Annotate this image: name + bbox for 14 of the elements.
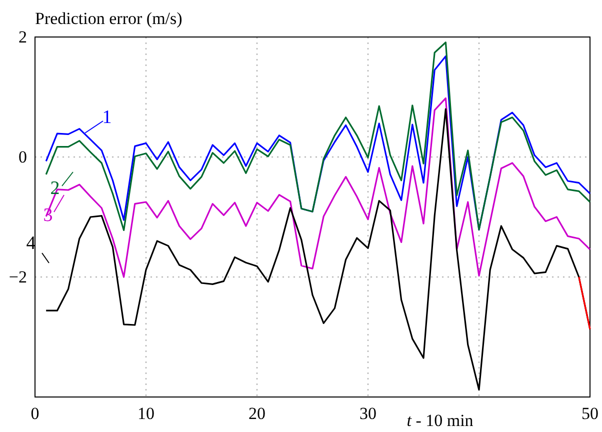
- line-series: [45, 97, 591, 278]
- legend-label: 2: [50, 178, 60, 199]
- y-tick-label: 2: [18, 27, 27, 46]
- x-tick-label: 50: [582, 404, 598, 424]
- y-tick-label: −2: [8, 267, 27, 286]
- x-tick-label: 10: [138, 404, 154, 424]
- x-tick-label: 30: [360, 404, 376, 424]
- x-tick-label: 0: [30, 404, 40, 424]
- series-label: 1: [102, 107, 112, 128]
- y-axis-title: Prediction error (m/s): [35, 9, 182, 28]
- text: 4: [26, 233, 36, 254]
- x-tick-label: 20: [248, 404, 266, 424]
- x-axis-title: t - 10 min: [406, 411, 474, 430]
- y-tick-label: 0: [18, 147, 27, 166]
